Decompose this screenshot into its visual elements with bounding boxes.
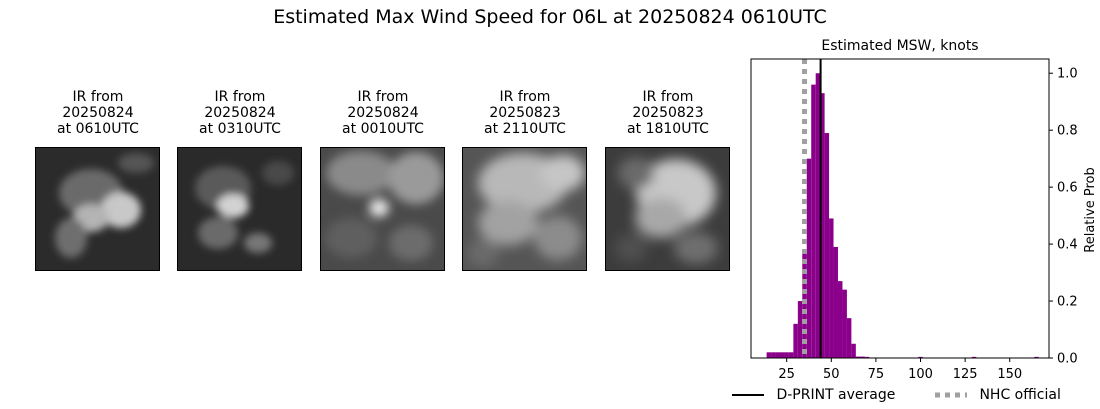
- ir-satellite-image: [462, 147, 587, 271]
- histogram-bar: [829, 218, 834, 358]
- legend-label: D-PRINT average: [776, 387, 896, 403]
- histogram-bar: [837, 281, 843, 358]
- chart-title: Estimated MSW, knots: [821, 38, 978, 54]
- ir-satellite-image: [35, 147, 160, 271]
- histogram-bar: [793, 323, 798, 358]
- ir-panel-5: IR from 20250823 at 1810UTC: [604, 89, 732, 271]
- y-tick-label: 0.2: [1057, 295, 1078, 310]
- legend-line-dotted: [935, 392, 967, 398]
- y-tick-label: 0.4: [1057, 238, 1078, 253]
- histogram-bar: [918, 356, 923, 358]
- histogram-bar: [797, 301, 803, 358]
- ir-panel-title: IR from 20250824 at 0310UTC: [199, 89, 281, 137]
- histogram-bar: [775, 352, 780, 358]
- histogram-bar: [833, 246, 838, 358]
- y-tick-label: 0.0: [1057, 352, 1078, 367]
- y-tick-label: 1.0: [1057, 67, 1078, 82]
- histogram-bar: [842, 289, 847, 358]
- ir-panel-2: IR from 20250824 at 0310UTC: [176, 89, 304, 271]
- legend-label: NHC official: [979, 387, 1061, 403]
- histogram-bar: [851, 343, 856, 358]
- y-axis-label: Relative Prob: [1083, 167, 1098, 252]
- main-title: Estimated Max Wind Speed for 06L at 2025…: [273, 6, 827, 28]
- histogram-bar: [846, 318, 852, 358]
- ir-panel-title: IR from 20250824 at 0010UTC: [342, 89, 424, 137]
- ir-panel-3: IR from 20250824 at 0010UTC: [319, 89, 447, 271]
- ir-panel-1: IR from 20250824 at 0610UTC: [34, 89, 162, 271]
- ir-panel-title: IR from 20250823 at 2110UTC: [484, 89, 566, 137]
- y-tick-label: 0.6: [1057, 181, 1078, 196]
- x-tick-label: 25: [778, 367, 795, 382]
- histogram-bar: [811, 84, 816, 358]
- histogram-bar: [1034, 356, 1039, 358]
- ir-satellite-image: [177, 147, 302, 271]
- x-tick-label: 50: [823, 367, 840, 382]
- x-tick-label: 100: [908, 367, 933, 382]
- ir-satellite-image: [320, 147, 445, 271]
- histogram-bar: [820, 93, 825, 359]
- ir-satellite-image: [605, 147, 730, 271]
- histogram-bar: [815, 73, 821, 358]
- legend-line-solid: [732, 394, 764, 396]
- plot-frame: [750, 58, 1050, 359]
- ir-panel-title: IR from 20250823 at 1810UTC: [627, 89, 709, 137]
- y-tick-label: 0.8: [1057, 124, 1078, 139]
- histogram-bar: [860, 356, 865, 358]
- histogram-bar: [766, 352, 772, 358]
- histogram-bar: [788, 352, 794, 358]
- histogram-bar: [806, 158, 812, 358]
- histogram-bar: [971, 356, 977, 358]
- x-tick-label: 75: [868, 367, 885, 382]
- histogram-bar: [824, 133, 830, 358]
- histogram-bar: [784, 352, 789, 358]
- legend-item-nhc: NHC official: [933, 387, 1061, 403]
- legend-item-dprint: D-PRINT average: [730, 387, 895, 403]
- ir-panel-title: IR from 20250824 at 0610UTC: [57, 89, 139, 137]
- histogram-bar: [771, 352, 776, 358]
- ir-panel-4: IR from 20250823 at 2110UTC: [461, 89, 589, 271]
- x-tick-label: 150: [997, 367, 1022, 382]
- histogram-bar: [864, 356, 870, 358]
- histogram-bar: [779, 352, 785, 358]
- x-tick-label: 125: [953, 367, 978, 382]
- histogram-bar: [855, 356, 861, 358]
